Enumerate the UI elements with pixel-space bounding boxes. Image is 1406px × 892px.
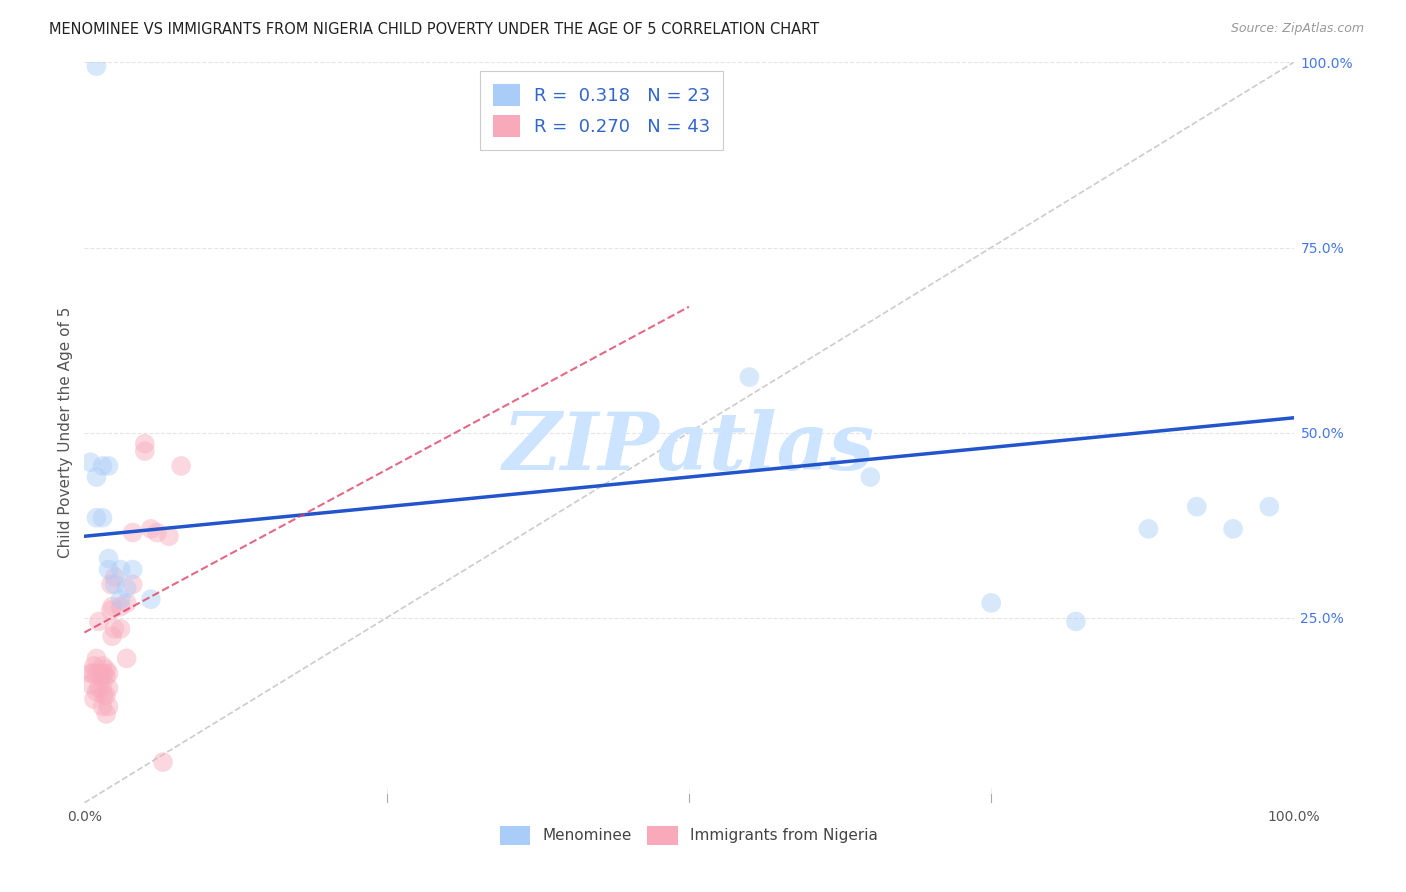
Point: [101, 629, 124, 643]
Point: [104, 570, 127, 584]
Point: [93, 689, 115, 703]
Point: [104, 577, 127, 591]
Point: [86, 510, 108, 524]
Point: [121, 577, 143, 591]
Point: [115, 596, 138, 610]
Point: [152, 755, 174, 769]
Point: [97, 551, 120, 566]
Point: [94, 689, 117, 703]
Point: [859, 470, 882, 484]
Point: [139, 592, 162, 607]
Point: [146, 525, 169, 540]
Point: [91, 458, 114, 473]
Point: [980, 596, 1002, 610]
Point: [134, 444, 156, 458]
Point: [97, 458, 120, 473]
Point: [97, 681, 120, 695]
Point: [86, 651, 108, 665]
Point: [83, 692, 105, 706]
Point: [91, 510, 114, 524]
Point: [87, 615, 110, 629]
Point: [79, 666, 101, 681]
Point: [79, 677, 101, 691]
Point: [1222, 522, 1244, 536]
Point: [110, 563, 132, 577]
Point: [91, 658, 114, 673]
Point: [86, 470, 108, 484]
Point: [134, 436, 156, 450]
Point: [121, 525, 143, 540]
Point: [83, 658, 105, 673]
Point: [110, 622, 132, 636]
Point: [1185, 500, 1208, 514]
Point: [91, 670, 114, 684]
Point: [89, 666, 111, 681]
Point: [100, 603, 122, 617]
Point: [94, 663, 117, 677]
Text: ZIPatlas: ZIPatlas: [503, 409, 875, 486]
Legend: Menominee, Immigrants from Nigeria: Menominee, Immigrants from Nigeria: [494, 820, 884, 851]
Point: [157, 529, 180, 543]
Text: MENOMINEE VS IMMIGRANTS FROM NIGERIA CHILD POVERTY UNDER THE AGE OF 5 CORRELATIO: MENOMINEE VS IMMIGRANTS FROM NIGERIA CHI…: [49, 22, 820, 37]
Text: Source: ZipAtlas.com: Source: ZipAtlas.com: [1230, 22, 1364, 36]
Point: [82, 666, 104, 681]
Point: [93, 666, 115, 681]
Point: [97, 666, 120, 681]
Point: [139, 522, 162, 536]
Point: [87, 681, 110, 695]
Point: [115, 581, 138, 595]
Point: [115, 651, 138, 665]
Point: [100, 577, 122, 591]
Point: [1137, 522, 1160, 536]
Y-axis label: Child Poverty Under the Age of 5: Child Poverty Under the Age of 5: [58, 307, 73, 558]
Point: [97, 699, 120, 714]
Point: [110, 599, 132, 614]
Point: [170, 458, 193, 473]
Point: [1258, 500, 1281, 514]
Point: [121, 563, 143, 577]
Point: [94, 670, 117, 684]
Point: [79, 455, 101, 469]
Point: [97, 563, 120, 577]
Point: [738, 370, 761, 384]
Point: [1064, 615, 1087, 629]
Point: [91, 699, 114, 714]
Point: [91, 681, 114, 695]
Point: [104, 622, 127, 636]
Point: [110, 592, 132, 607]
Point: [94, 706, 117, 721]
Point: [101, 599, 124, 614]
Point: [86, 685, 108, 699]
Point: [86, 666, 108, 681]
Point: [86, 59, 108, 73]
